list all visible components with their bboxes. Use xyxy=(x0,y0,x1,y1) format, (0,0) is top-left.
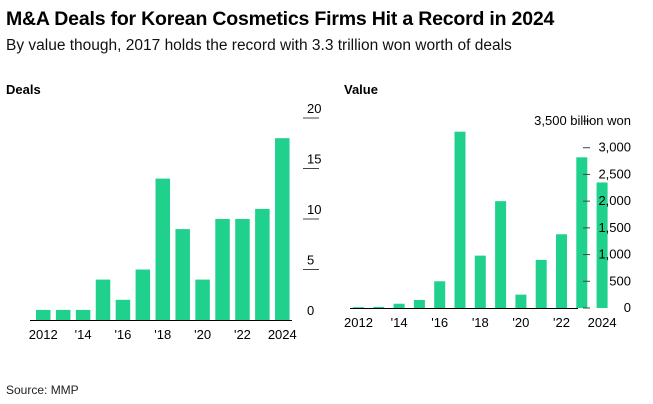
value-bar-2016 xyxy=(434,281,446,308)
deals-x-tick-label-2014: '14 xyxy=(75,327,92,342)
deals-bar-2024 xyxy=(275,138,290,320)
deals-bar-2022 xyxy=(235,219,250,320)
deals-bar-2018 xyxy=(155,178,171,320)
deals-bar-2012 xyxy=(36,309,51,320)
deals-panel-title: Deals xyxy=(6,82,41,97)
value-y-tick-label-3000: 3,000 xyxy=(598,140,631,155)
value-x-tick-label-2014: '14 xyxy=(391,315,408,330)
value-x-tick-label-2020: '20 xyxy=(512,315,529,330)
value-panel-title: Value xyxy=(344,82,378,97)
value-bar-2021 xyxy=(535,259,547,308)
value-x-tick-label-2018: '18 xyxy=(472,315,489,330)
value-x-tick-label-2022: '22 xyxy=(553,315,570,330)
value-x-tick-label-2024: 2024 xyxy=(588,315,617,330)
deals-bar-2017 xyxy=(135,269,151,320)
value-bar-2023 xyxy=(576,157,588,308)
deals-y-tick-label-10: 10 xyxy=(307,202,321,217)
value-y-tick-label-1500: 1,500 xyxy=(598,220,631,235)
deals-y-tick-label-0: 0 xyxy=(307,303,314,318)
deals-x-tick-label-2020: '20 xyxy=(194,327,211,342)
value-y-tick-label-2500: 2,500 xyxy=(598,166,631,181)
deals-y-tick-label-15: 15 xyxy=(307,152,321,167)
deals-y-tick-label-5: 5 xyxy=(307,253,314,268)
value-bar-2018 xyxy=(474,255,486,308)
deals-x-tick-label-2012: 2012 xyxy=(29,327,58,342)
deals-x-tick-label-2018: '18 xyxy=(154,327,171,342)
value-y-tick-label-0: 0 xyxy=(624,300,631,315)
deals-bar-2021 xyxy=(215,219,230,320)
deals-bar-2015 xyxy=(95,279,111,320)
deals-bar-2023 xyxy=(255,208,270,320)
deals-x-tick-label-2024: 2024 xyxy=(268,327,297,342)
chart-title: M&A Deals for Korean Cosmetics Firms Hit… xyxy=(6,8,555,30)
value-y-tick-label-500: 500 xyxy=(609,273,631,288)
deals-bar-2014 xyxy=(75,309,91,320)
value-bar-2014 xyxy=(393,303,405,308)
value-y-tick-label-3500: 3,500 billion won xyxy=(534,113,631,128)
deals-y-tick-label-20: 20 xyxy=(307,101,321,116)
value-x-tick-label-2012: 2012 xyxy=(344,315,373,330)
value-y-tick-label-2000: 2,000 xyxy=(598,193,631,208)
value-bar-2017 xyxy=(454,131,466,308)
value-bar-2020 xyxy=(515,294,527,308)
value-bar-2022 xyxy=(556,234,567,308)
deals-x-tick-label-2022: '22 xyxy=(234,327,251,342)
value-x-tick-label-2016: '16 xyxy=(431,315,448,330)
value-bar-2024 xyxy=(596,182,608,308)
deals-bar-2020 xyxy=(195,279,210,320)
deals-bar-2019 xyxy=(175,229,190,320)
chart-subtitle: By value though, 2017 holds the record w… xyxy=(6,37,512,54)
value-bar-2013 xyxy=(373,306,385,308)
deals-x-tick-label-2016: '16 xyxy=(114,327,131,342)
deals-bar-2013 xyxy=(55,309,71,320)
value-bar-2012 xyxy=(353,307,364,308)
deals-bar-2016 xyxy=(115,299,131,320)
value-bar-2015 xyxy=(413,299,425,308)
value-y-tick-label-1000: 1,000 xyxy=(598,247,631,262)
source-note: Source: MMP xyxy=(6,383,79,397)
value-bar-2019 xyxy=(495,201,507,308)
